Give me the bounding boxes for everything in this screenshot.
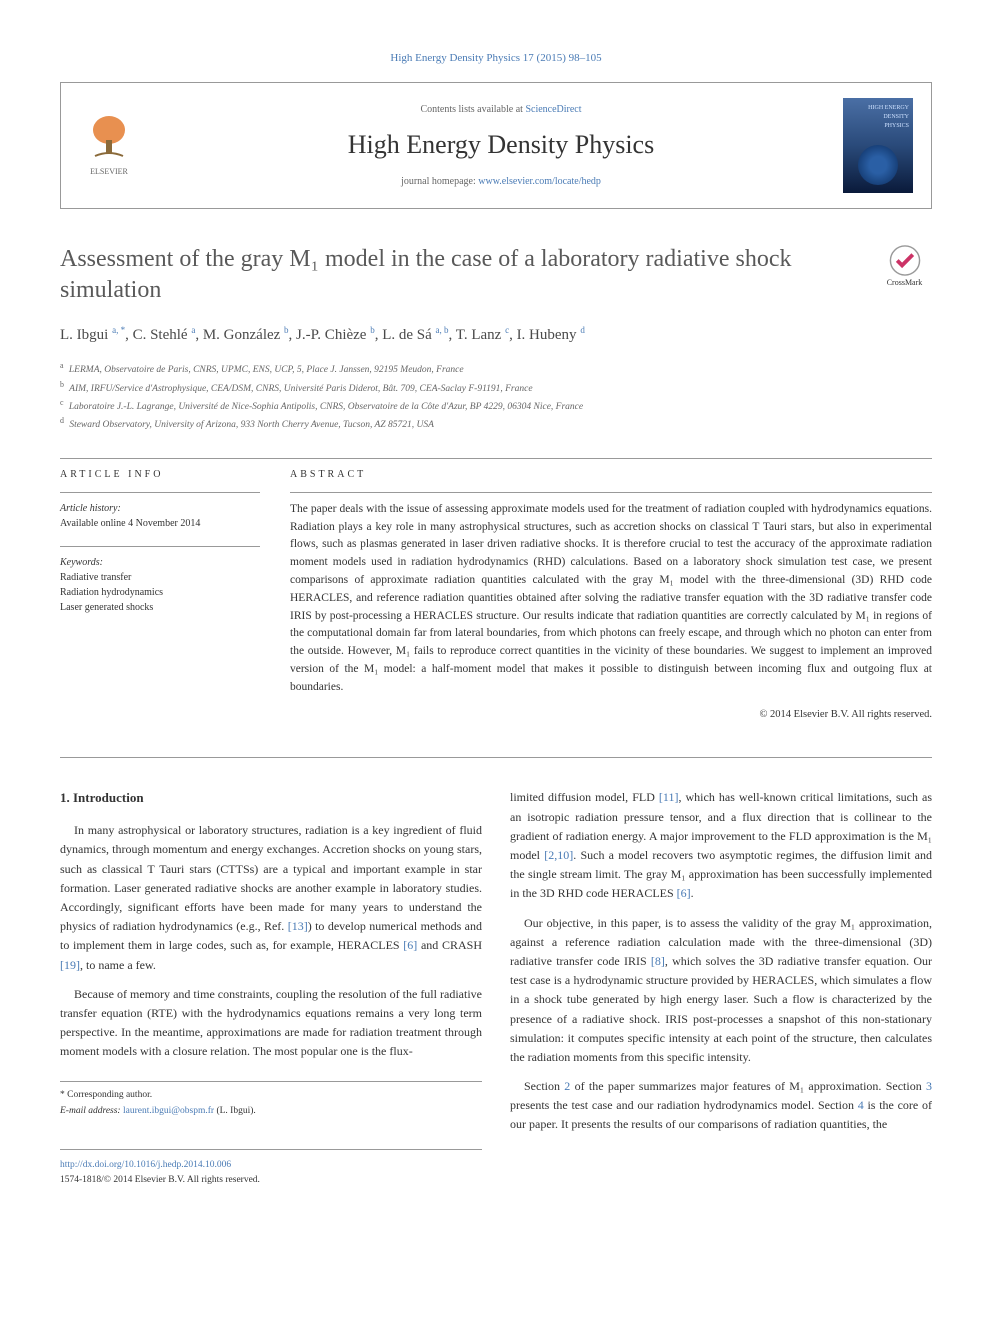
crossmark-icon (888, 244, 922, 277)
crossmark-badge[interactable]: CrossMark (877, 244, 932, 289)
keyword-item: Radiative transfer (60, 570, 260, 585)
body-paragraph: Section 2 of the paper summarizes major … (510, 1077, 932, 1135)
article-title: Assessment of the gray M₁ model in the c… (60, 244, 862, 306)
history-text: Available online 4 November 2014 (60, 516, 260, 531)
corresponding-author-block: * Corresponding author. E-mail address: … (60, 1081, 482, 1118)
corr-name: (L. Ibgui). (214, 1106, 256, 1116)
keywords-list: Radiative transferRadiation hydrodynamic… (60, 570, 260, 615)
corr-email-line: E-mail address: laurent.ibgui@obspm.fr (… (60, 1104, 482, 1119)
contents-available: Contents lists available at ScienceDirec… (159, 102, 843, 117)
affiliation-item: d Steward Observatory, University of Ari… (60, 415, 932, 433)
body-columns: 1. Introduction In many astrophysical or… (60, 788, 932, 1188)
divider (60, 458, 932, 459)
elsevier-tree-icon (85, 112, 133, 164)
journal-header-box: ELSEVIER Contents lists available at Sci… (60, 82, 932, 209)
homepage-link[interactable]: www.elsevier.com/locate/hedp (478, 176, 601, 187)
body-paragraph: limited diffusion model, FLD [11], which… (510, 788, 932, 903)
divider (290, 492, 932, 493)
title-row: Assessment of the gray M₁ model in the c… (60, 244, 932, 306)
divider (60, 492, 260, 493)
journal-reference: High Energy Density Physics 17 (2015) 98… (60, 50, 932, 67)
header-center: Contents lists available at ScienceDirec… (159, 102, 843, 189)
homepage-prefix: journal homepage: (401, 176, 478, 187)
footer-block: http://dx.doi.org/10.1016/j.hedp.2014.10… (60, 1149, 482, 1188)
article-history: Article history: Available online 4 Nove… (60, 501, 260, 531)
issn-copyright: 1574-1818/© 2014 Elsevier B.V. All right… (60, 1175, 260, 1185)
corr-label: * Corresponding author. (60, 1088, 482, 1103)
journal-ref-link[interactable]: High Energy Density Physics 17 (2015) 98… (390, 52, 601, 64)
crossmark-label: CrossMark (887, 277, 923, 289)
affiliation-item: a LERMA, Observatoire de Paris, CNRS, UP… (60, 360, 932, 378)
affiliation-item: c Laboratoire J.-L. Lagrange, Université… (60, 397, 932, 415)
abstract-copyright: © 2014 Elsevier B.V. All rights reserved… (290, 707, 932, 723)
doi-link[interactable]: http://dx.doi.org/10.1016/j.hedp.2014.10… (60, 1160, 231, 1170)
page-container: High Energy Density Physics 17 (2015) 98… (0, 0, 992, 1238)
email-label: E-mail address: (60, 1106, 123, 1116)
sciencedirect-link[interactable]: ScienceDirect (525, 104, 581, 115)
elsevier-label: ELSEVIER (90, 166, 128, 178)
keyword-item: Laser generated shocks (60, 600, 260, 615)
body-paragraph: In many astrophysical or laboratory stru… (60, 821, 482, 975)
journal-title: High Energy Density Physics (159, 125, 843, 164)
article-info-label: ARTICLE INFO (60, 467, 260, 482)
article-info-column: ARTICLE INFO Article history: Available … (60, 467, 260, 723)
abstract-column: ABSTRACT The paper deals with the issue … (290, 467, 932, 723)
contents-prefix: Contents lists available at (420, 104, 525, 115)
corr-email-link[interactable]: laurent.ibgui@obspm.fr (123, 1106, 214, 1116)
body-left-column: 1. Introduction In many astrophysical or… (60, 788, 482, 1188)
abstract-label: ABSTRACT (290, 467, 932, 482)
keywords-label: Keywords: (60, 555, 260, 570)
divider (60, 546, 260, 547)
elsevier-logo: ELSEVIER (79, 110, 139, 180)
journal-homepage: journal homepage: www.elsevier.com/locat… (159, 174, 843, 189)
divider-full (60, 757, 932, 758)
body-paragraph: Our objective, in this paper, is to asse… (510, 914, 932, 1068)
author-list: L. Ibgui a, *, C. Stehlé a, M. González … (60, 324, 932, 347)
keyword-item: Radiation hydrodynamics (60, 585, 260, 600)
keywords-block: Keywords: Radiative transferRadiation hy… (60, 555, 260, 615)
journal-cover-thumbnail (843, 98, 913, 193)
info-abstract-row: ARTICLE INFO Article history: Available … (60, 467, 932, 723)
affiliation-item: b AIM, IRFU/Service d'Astrophysique, CEA… (60, 379, 932, 397)
history-label: Article history: (60, 501, 260, 516)
affiliations: a LERMA, Observatoire de Paris, CNRS, UP… (60, 360, 932, 433)
body-right-column: limited diffusion model, FLD [11], which… (510, 788, 932, 1188)
section-1-heading: 1. Introduction (60, 788, 482, 809)
body-paragraph: Because of memory and time constraints, … (60, 985, 482, 1062)
abstract-text: The paper deals with the issue of assess… (290, 501, 932, 697)
